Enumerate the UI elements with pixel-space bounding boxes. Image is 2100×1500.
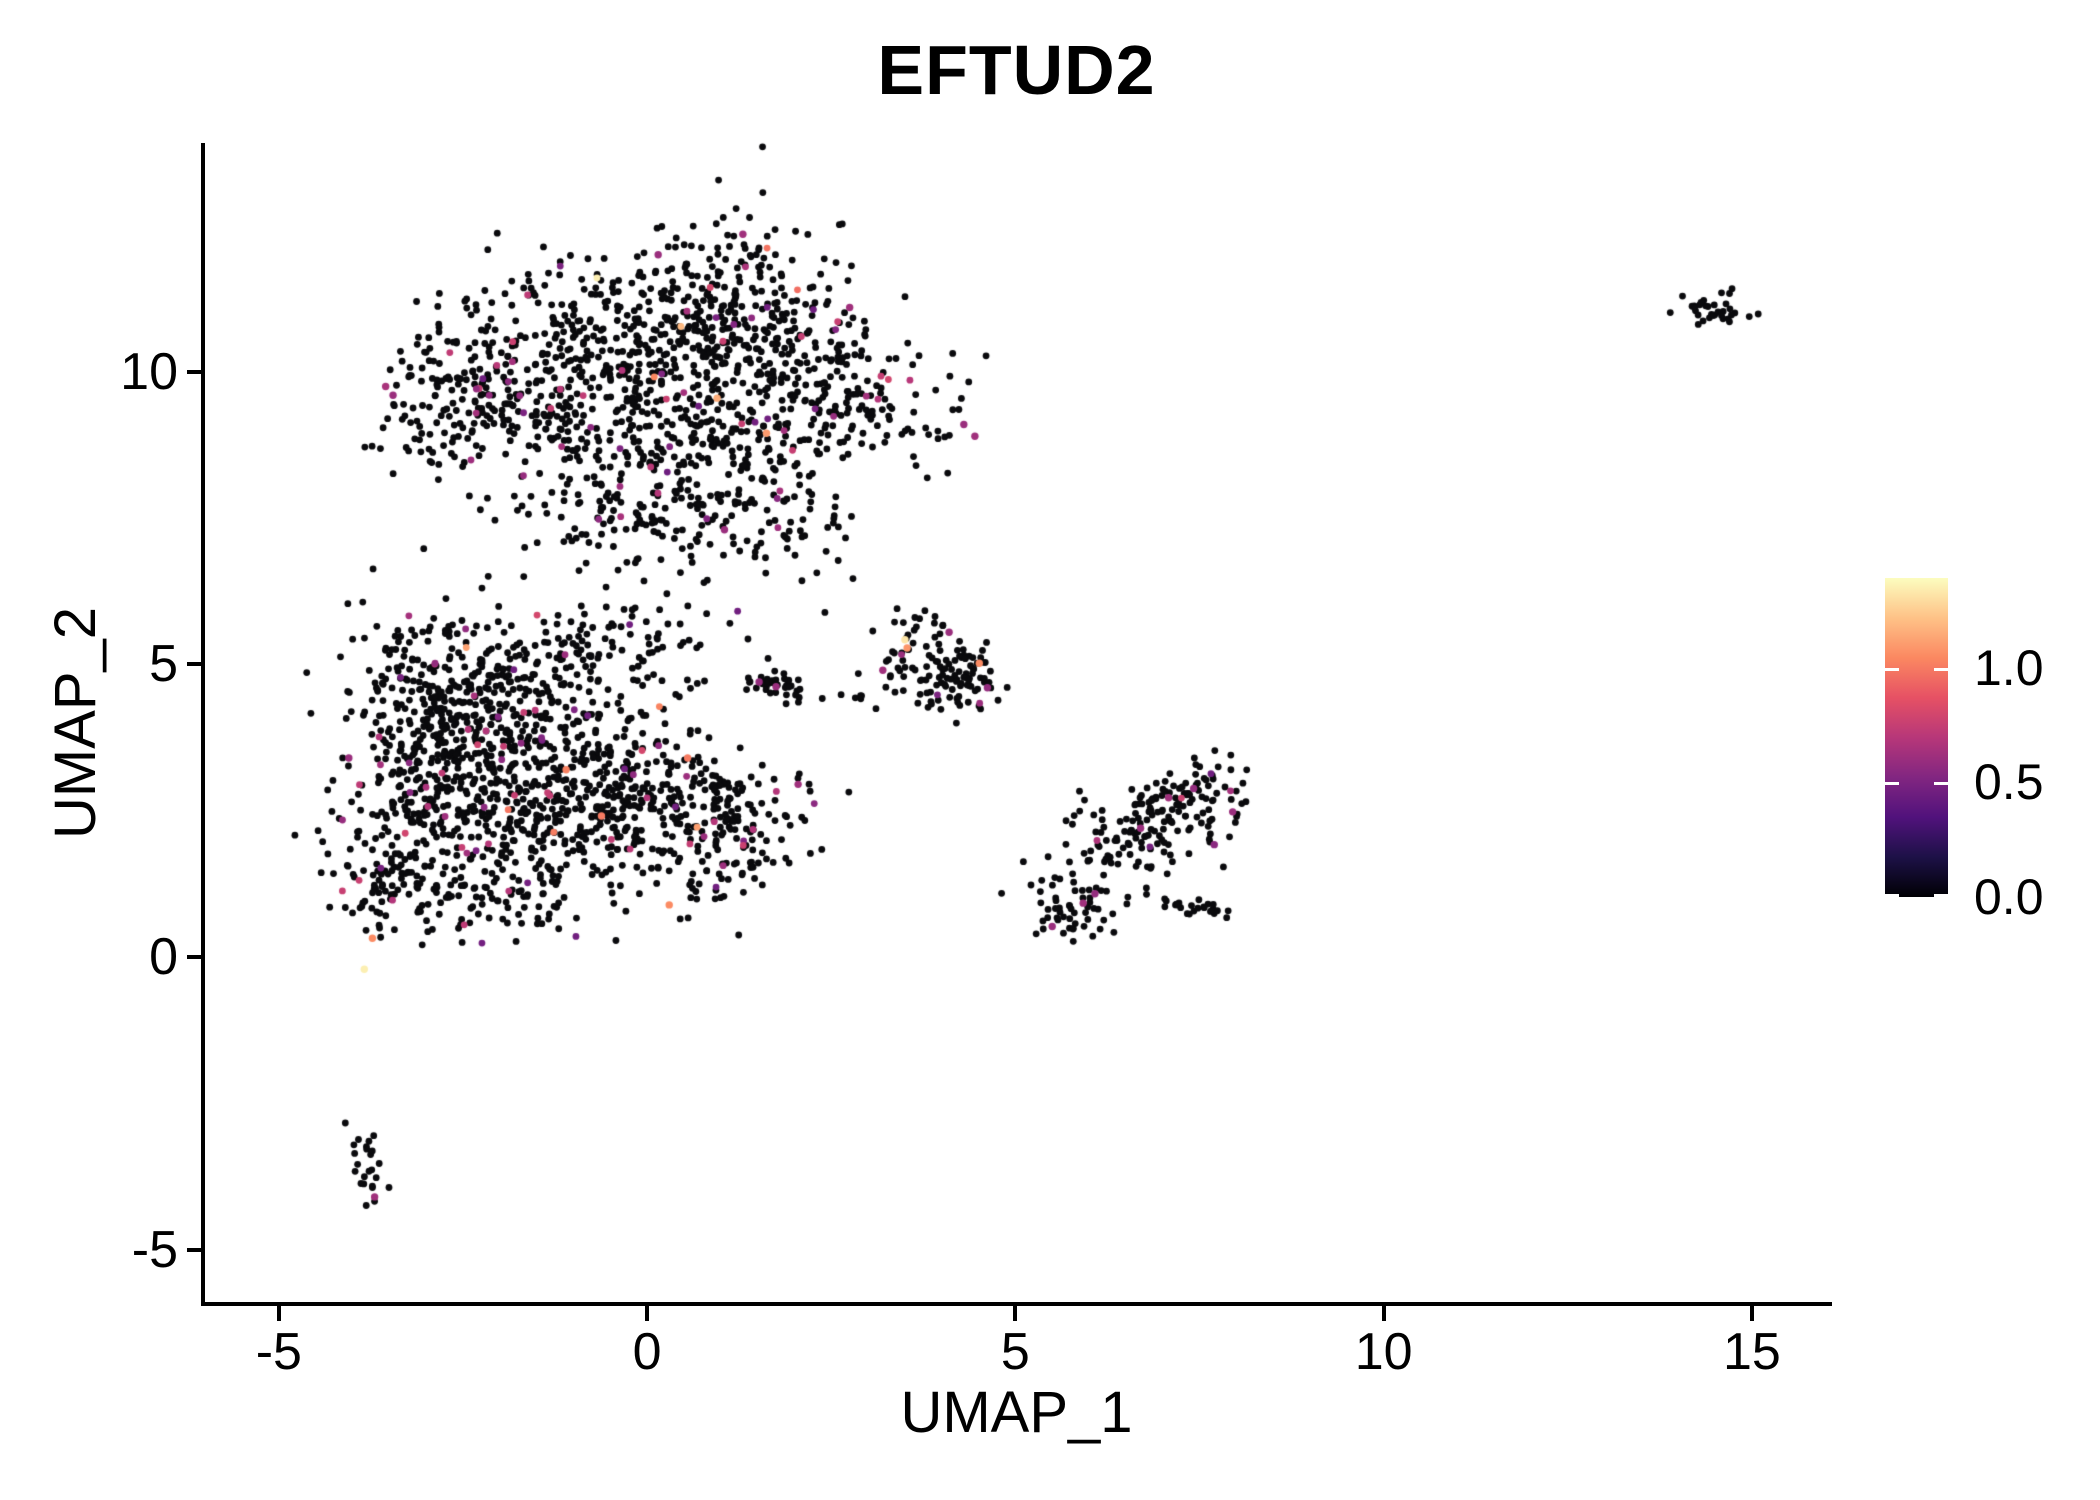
legend-tick-label: 0.0 [1974, 869, 2044, 925]
y-axis-title: UMAP_2 [43, 606, 108, 840]
legend-tick-mark [1885, 894, 1899, 897]
plot-title: EFTUD2 [877, 31, 1156, 109]
legend-tick-mark [1885, 667, 1899, 671]
x-tick-label: 10 [1354, 1323, 1413, 1381]
x-tick-label: -5 [255, 1323, 302, 1381]
legend-colorbar [1885, 578, 1948, 897]
y-tick-mark [187, 1247, 202, 1252]
y-tick-label: -5 [131, 1220, 178, 1279]
legend-tick-label: 1.0 [1974, 639, 2044, 696]
x-tick-label: 5 [1000, 1323, 1030, 1381]
y-tick-mark [187, 954, 202, 959]
y-tick-label: 10 [120, 342, 178, 401]
y-tick-mark [187, 369, 202, 374]
x-tick-mark [1749, 1306, 1754, 1321]
x-tick-label: 15 [1723, 1323, 1781, 1381]
legend-tick-mark [1885, 782, 1899, 786]
x-tick-mark [276, 1306, 281, 1321]
y-tick-label: 5 [149, 635, 178, 694]
y-tick-mark [187, 662, 202, 667]
x-tick-mark [1013, 1306, 1018, 1321]
x-axis-title: UMAP_1 [900, 1380, 1133, 1445]
x-tick-label: 0 [632, 1323, 662, 1381]
y-tick-label: 0 [149, 927, 178, 986]
x-tick-mark [645, 1306, 650, 1321]
legend-tick-mark [1934, 894, 1948, 897]
legend-tick-mark [1934, 782, 1948, 786]
x-axis-line [201, 1302, 1832, 1306]
legend-tick-label: 0.5 [1974, 754, 2044, 811]
legend-tick-mark [1934, 667, 1948, 671]
x-tick-mark [1381, 1306, 1386, 1321]
y-axis-line [201, 143, 205, 1306]
